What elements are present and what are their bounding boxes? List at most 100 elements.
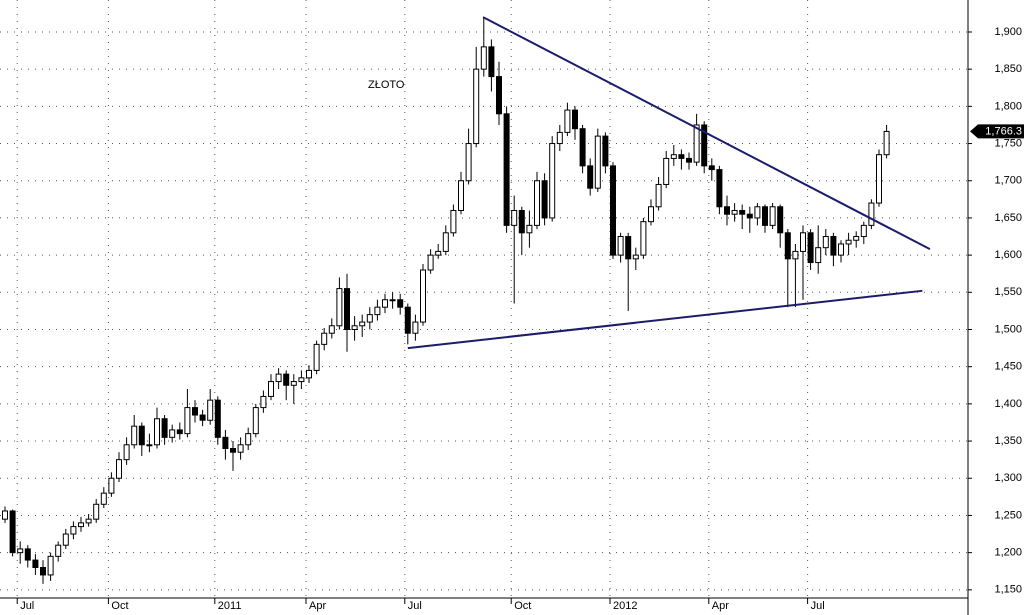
candle-body bbox=[701, 124, 708, 167]
y-tick-label: 1,750 bbox=[994, 137, 1022, 149]
candle-body bbox=[230, 448, 236, 453]
candle-body bbox=[807, 232, 814, 264]
y-tick-label: 1,400 bbox=[994, 398, 1022, 410]
candle-body bbox=[716, 169, 723, 208]
candle-body bbox=[336, 288, 343, 327]
candle-body bbox=[435, 250, 442, 256]
y-tick-label: 1,450 bbox=[994, 361, 1022, 373]
candle-body bbox=[123, 444, 130, 461]
candle-body bbox=[169, 429, 176, 438]
y-tick-label: 1,650 bbox=[994, 212, 1022, 224]
candle-body bbox=[412, 321, 419, 334]
x-tick-label: Oct bbox=[514, 600, 531, 612]
candle-body bbox=[154, 418, 160, 446]
y-tick-label: 1,600 bbox=[994, 249, 1022, 261]
trendline bbox=[482, 16, 931, 251]
candle-body bbox=[503, 113, 510, 226]
candle-body bbox=[366, 314, 373, 323]
candle-body bbox=[93, 503, 100, 520]
candle-body bbox=[24, 548, 31, 561]
candle-body bbox=[100, 492, 107, 505]
candle-body bbox=[62, 533, 69, 546]
candle-body bbox=[663, 157, 670, 185]
y-tick-label: 1,500 bbox=[994, 323, 1022, 335]
candle-body bbox=[838, 243, 844, 256]
candle-body bbox=[648, 206, 654, 223]
candle-body bbox=[496, 76, 502, 115]
candle-body bbox=[359, 321, 366, 327]
y-tick-label: 1,150 bbox=[994, 584, 1022, 596]
candle-body bbox=[85, 518, 92, 524]
candle-body bbox=[625, 236, 632, 260]
candle-body bbox=[138, 425, 145, 446]
x-tick-label: Jul bbox=[20, 600, 34, 612]
y-tick-label: 1,300 bbox=[994, 472, 1022, 484]
candle-body bbox=[260, 395, 267, 409]
candle-body bbox=[883, 130, 890, 156]
candle-body bbox=[746, 213, 753, 219]
candle-body bbox=[792, 250, 799, 260]
candle-body bbox=[777, 206, 784, 234]
candle-body bbox=[678, 154, 685, 159]
candle-body bbox=[344, 288, 350, 330]
candle-body bbox=[534, 180, 540, 226]
candle-body bbox=[572, 109, 578, 130]
candle-body bbox=[55, 544, 62, 557]
candle-body bbox=[541, 180, 548, 219]
candle-body bbox=[640, 221, 647, 256]
candle-body bbox=[214, 399, 221, 438]
candle-body bbox=[321, 332, 328, 345]
candle-body bbox=[290, 381, 297, 386]
last-value-label: 1,766.3 bbox=[985, 125, 1022, 137]
candle-body bbox=[526, 224, 533, 234]
candle-body bbox=[632, 254, 639, 260]
candle-body bbox=[351, 325, 358, 330]
candle-body bbox=[47, 555, 54, 576]
candle-body bbox=[579, 128, 586, 167]
candle-body bbox=[252, 407, 259, 435]
candle-body bbox=[298, 377, 305, 383]
candle-body bbox=[617, 236, 624, 256]
candle-body bbox=[313, 343, 320, 371]
candle-body bbox=[108, 477, 115, 494]
candle-body bbox=[594, 135, 601, 189]
chart-title: ZŁOTO bbox=[368, 79, 405, 91]
candle-body bbox=[511, 209, 518, 226]
candle-body bbox=[549, 143, 556, 219]
candle-body bbox=[693, 124, 700, 163]
candle-body bbox=[397, 299, 404, 308]
candle-body bbox=[427, 254, 434, 271]
x-tick-label: 2011 bbox=[218, 600, 242, 612]
candle-body bbox=[2, 510, 8, 520]
candle-body bbox=[610, 165, 616, 256]
x-tick-label: Jul bbox=[408, 600, 422, 612]
y-tick-label: 1,200 bbox=[994, 547, 1022, 559]
x-tick-label: 2012 bbox=[613, 600, 637, 612]
candle-body bbox=[32, 559, 39, 569]
candle-body bbox=[868, 202, 875, 226]
candle-body bbox=[40, 567, 46, 576]
candle-body bbox=[192, 407, 198, 416]
candle-body bbox=[518, 209, 525, 234]
x-tick-label: Oct bbox=[111, 600, 128, 612]
candle-body bbox=[237, 444, 244, 453]
candle-body bbox=[78, 522, 84, 528]
candle-body bbox=[184, 407, 191, 435]
candle-body bbox=[161, 418, 168, 438]
last-value-marker bbox=[970, 124, 1024, 139]
candle-body bbox=[176, 429, 183, 435]
candle-body bbox=[222, 436, 229, 450]
candle-body bbox=[769, 206, 776, 226]
candle-body bbox=[670, 154, 677, 159]
candle-body bbox=[245, 433, 252, 446]
candle-body bbox=[283, 373, 290, 386]
candle-body bbox=[17, 548, 24, 554]
candle-body bbox=[404, 306, 411, 334]
candle-body bbox=[822, 236, 829, 249]
candle-body bbox=[458, 180, 464, 211]
candle-body bbox=[830, 236, 837, 256]
trendline bbox=[407, 289, 923, 350]
candle-body bbox=[306, 369, 312, 379]
y-tick-label: 1,900 bbox=[994, 26, 1022, 38]
candle-body bbox=[116, 459, 122, 479]
